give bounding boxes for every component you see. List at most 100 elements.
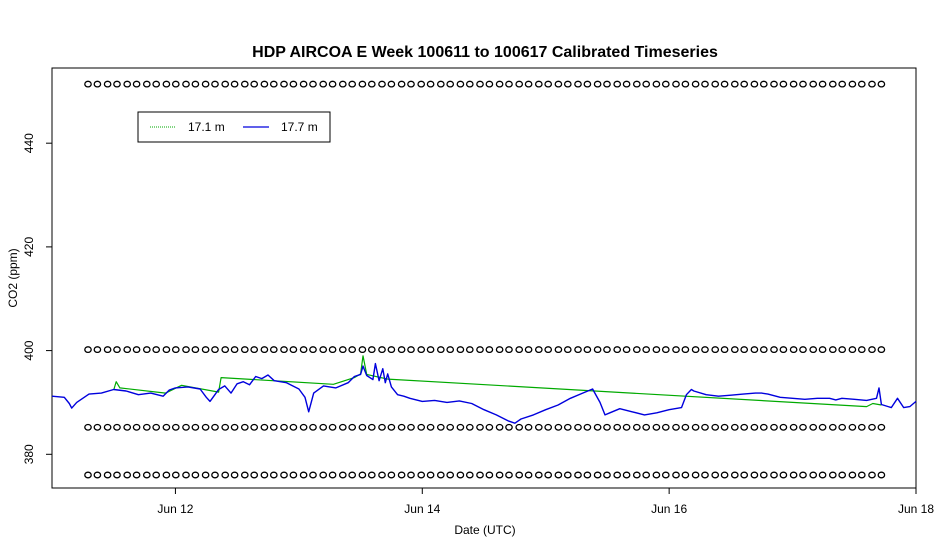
- reference-marker: [593, 471, 602, 479]
- reference-marker: [338, 471, 347, 479]
- reference-marker: [818, 471, 827, 479]
- reference-marker: [563, 80, 572, 88]
- reference-marker: [622, 423, 631, 431]
- reference-marker: [652, 471, 661, 479]
- reference-marker: [84, 80, 92, 88]
- reference-marker: [397, 471, 406, 479]
- reference-marker: [171, 80, 180, 88]
- reference-marker: [877, 423, 886, 431]
- reference-marker: [652, 423, 661, 431]
- reference-marker: [574, 423, 582, 431]
- reference-marker: [574, 471, 582, 479]
- reference-marker: [789, 423, 798, 431]
- reference-marker: [465, 423, 474, 431]
- reference-marker: [661, 471, 670, 479]
- reference-marker: [730, 471, 739, 479]
- reference-marker: [250, 423, 259, 431]
- reference-marker: [123, 346, 132, 354]
- reference-marker: [534, 80, 543, 88]
- reference-marker: [828, 80, 837, 88]
- reference-marker: [152, 80, 161, 88]
- x-axis-label: Date (UTC): [454, 523, 515, 537]
- reference-marker: [201, 471, 210, 479]
- reference-marker: [681, 80, 690, 88]
- reference-rows: [84, 80, 886, 479]
- reference-marker: [485, 80, 494, 88]
- reference-marker: [642, 80, 651, 88]
- reference-marker: [171, 423, 180, 431]
- reference-marker: [221, 423, 230, 431]
- reference-marker: [113, 346, 121, 354]
- reference-marker: [515, 80, 524, 88]
- reference-marker: [799, 346, 807, 354]
- reference-marker: [672, 80, 680, 88]
- reference-marker: [387, 471, 396, 479]
- reference-marker: [544, 471, 553, 479]
- reference-marker: [426, 346, 435, 354]
- reference-marker: [123, 80, 132, 88]
- reference-marker: [260, 423, 269, 431]
- reference-marker: [269, 346, 278, 354]
- reference-marker: [171, 346, 180, 354]
- reference-marker: [740, 80, 749, 88]
- reference-marker: [681, 471, 690, 479]
- reference-marker: [113, 471, 121, 479]
- reference-marker: [691, 80, 700, 88]
- reference-marker: [299, 80, 308, 88]
- reference-marker: [809, 423, 818, 431]
- legend-label-17-7m: 17.7 m: [281, 120, 318, 134]
- x-axis: Jun 12 Jun 14 Jun 16 Jun 18: [157, 488, 934, 516]
- reference-marker: [171, 471, 180, 479]
- reference-marker: [465, 80, 474, 88]
- reference-marker: [152, 423, 161, 431]
- reference-marker: [387, 423, 396, 431]
- reference-marker: [759, 80, 768, 88]
- reference-marker: [799, 423, 807, 431]
- y-tick-label: 380: [22, 444, 36, 464]
- reference-marker: [358, 423, 367, 431]
- reference-marker: [534, 346, 543, 354]
- reference-marker: [544, 80, 553, 88]
- reference-marker: [485, 423, 494, 431]
- reference-marker: [613, 346, 622, 354]
- reference-marker: [603, 471, 611, 479]
- reference-marker: [230, 471, 239, 479]
- reference-marker: [240, 346, 249, 354]
- reference-marker: [319, 423, 328, 431]
- y-axis: 380 400 420 440: [22, 133, 52, 464]
- reference-marker: [495, 471, 504, 479]
- reference-marker: [681, 346, 690, 354]
- reference-marker: [857, 346, 866, 354]
- reference-marker: [563, 471, 572, 479]
- reference-marker: [221, 471, 230, 479]
- reference-marker: [358, 80, 367, 88]
- reference-marker: [289, 346, 298, 354]
- reference-marker: [338, 346, 347, 354]
- reference-marker: [476, 80, 484, 88]
- reference-marker: [868, 423, 876, 431]
- reference-marker: [426, 471, 435, 479]
- reference-marker: [260, 471, 269, 479]
- reference-marker: [142, 346, 151, 354]
- reference-marker: [387, 80, 396, 88]
- reference-marker: [338, 423, 347, 431]
- legend: 17.1 m 17.7 m: [137, 111, 331, 143]
- reference-marker: [240, 423, 249, 431]
- reference-marker: [652, 80, 661, 88]
- reference-marker: [799, 80, 807, 88]
- reference-marker: [809, 346, 818, 354]
- reference-marker: [465, 346, 474, 354]
- reference-marker: [476, 423, 484, 431]
- reference-marker: [103, 346, 112, 354]
- reference-marker: [877, 471, 886, 479]
- reference-marker: [838, 346, 847, 354]
- reference-marker: [269, 471, 278, 479]
- reference-marker: [544, 423, 553, 431]
- reference-marker: [720, 80, 729, 88]
- reference-marker: [250, 346, 259, 354]
- reference-marker: [505, 471, 513, 479]
- reference-marker: [465, 471, 474, 479]
- reference-marker: [779, 80, 788, 88]
- reference-marker: [574, 80, 582, 88]
